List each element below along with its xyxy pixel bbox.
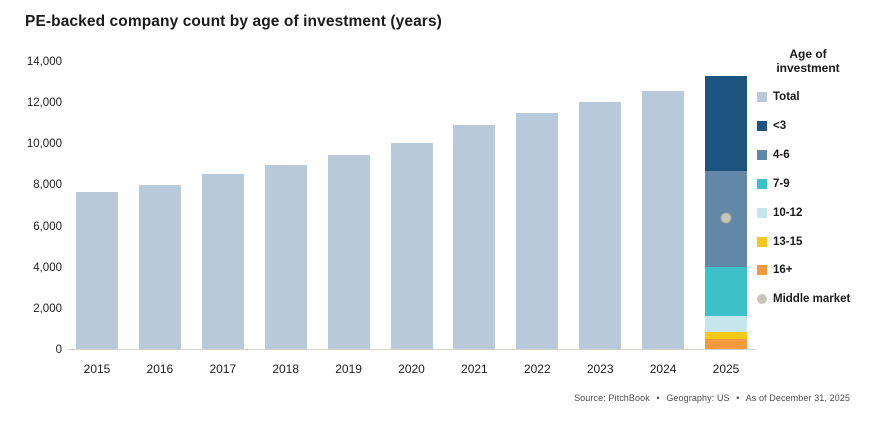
x-axis-baseline	[68, 349, 756, 350]
legend-item-lt3: <3	[757, 116, 786, 136]
legend-swatch-middle-market	[757, 294, 767, 305]
bar-2019	[327, 154, 370, 350]
segment-13-15-2025	[705, 332, 747, 340]
legend-label-16plus: 16+	[773, 264, 793, 277]
legend: Age of investment Total <3 4-6 7-9 10-12 13-1…	[752, 47, 878, 305]
legend-label-lt3: <3	[773, 119, 787, 132]
segment-lt3-2025	[705, 76, 747, 172]
x-axis-label-2025: 2025	[712, 362, 740, 376]
bar-2020	[390, 143, 433, 350]
x-axis-label-2021: 2021	[461, 362, 488, 376]
legend-heading: Age of investment	[776, 47, 840, 75]
legend-label-10-12: 10-12	[773, 206, 803, 219]
legend-swatch-4-6	[757, 149, 767, 160]
bar-2021	[453, 124, 496, 350]
y-axis-tick-label-0: 0	[55, 344, 62, 356]
geography-text: Geography: US	[666, 393, 730, 403]
x-axis-label-2024: 2024	[649, 362, 677, 376]
middle-market-marker	[720, 212, 732, 224]
legend-label-13-15: 13-15	[773, 235, 803, 248]
x-axis-label-2019: 2019	[335, 362, 362, 376]
source-text: Source: PitchBook	[574, 393, 650, 403]
legend-swatch-10-12	[757, 207, 767, 218]
x-axis-label-2015: 2015	[83, 362, 111, 376]
bar-2022	[516, 113, 559, 350]
bar-2017	[201, 174, 244, 350]
legend-swatch-13-15	[757, 236, 767, 247]
y-axis-tick-label-6000: 6,000	[33, 220, 62, 233]
legend-item-7-9: 7-9	[757, 174, 790, 194]
x-axis-label-2023: 2023	[586, 362, 614, 376]
legend-item-10-12: 10-12	[757, 203, 802, 223]
legend-swatch-7-9	[757, 178, 767, 189]
bar-2015	[76, 191, 118, 350]
legend-item-13-15: 13-15	[757, 232, 802, 252]
segment-7-9-2025	[705, 266, 747, 317]
legend-swatch-total	[757, 92, 767, 102]
x-axis-label-2016: 2016	[146, 362, 174, 376]
y-axis-tick-label-4000: 4,000	[33, 261, 62, 274]
segment-10-12-2025	[705, 316, 747, 333]
x-axis-label-2020: 2020	[398, 362, 425, 376]
stacked-bar-2025	[705, 76, 747, 350]
y-axis-tick-label-12000: 12,000	[26, 97, 62, 110]
segment-16plus-2025	[705, 339, 747, 350]
y-axis-tick-label-14000: 14,000	[26, 56, 62, 68]
x-axis: 2015 2016 2017 2018 2019 2020 2021 2022 2023 2024…	[70, 362, 756, 380]
x-axis-label-2017: 2017	[209, 362, 237, 376]
legend-label-middle-market: Middle market	[773, 293, 851, 306]
bullet-separator: •	[736, 393, 740, 403]
legend-label-7-9: 7-9	[773, 177, 790, 190]
x-axis-label-2018: 2018	[272, 362, 300, 376]
legend-item-16plus: 16+	[757, 260, 793, 280]
y-axis-tick-label-2000: 2,000	[33, 302, 62, 315]
chart-title: PE-backed company count by age of invest…	[25, 13, 442, 30]
legend-swatch-lt3	[757, 120, 767, 131]
as-of-text: As of December 31, 2025	[745, 393, 850, 403]
bar-2016	[138, 185, 181, 350]
legend-swatch-16plus	[757, 265, 767, 276]
legend-label-4-6: 4-6	[773, 148, 790, 161]
x-axis-label-2022: 2022	[523, 362, 551, 376]
legend-item-4-6: 4-6	[757, 145, 790, 165]
y-axis: 0 2,000 4,000 6,000 8,000 10,000 12,000 14,000	[0, 56, 62, 356]
y-axis-tick-label-8000: 8,000	[33, 179, 62, 192]
bar-2023	[579, 102, 622, 350]
bar-2018	[264, 164, 307, 350]
y-axis-tick-label-10000: 10,000	[26, 138, 62, 151]
legend-item-total: Total	[757, 87, 800, 107]
plot-area	[70, 62, 756, 350]
legend-label-total: Total	[773, 91, 800, 103]
bar-2024	[642, 90, 685, 350]
bullet-separator: •	[656, 393, 660, 403]
legend-item-middle-market: Middle market	[757, 289, 850, 309]
chart-source-note: Source: PitchBook • Geography: US • As o…	[574, 393, 850, 403]
